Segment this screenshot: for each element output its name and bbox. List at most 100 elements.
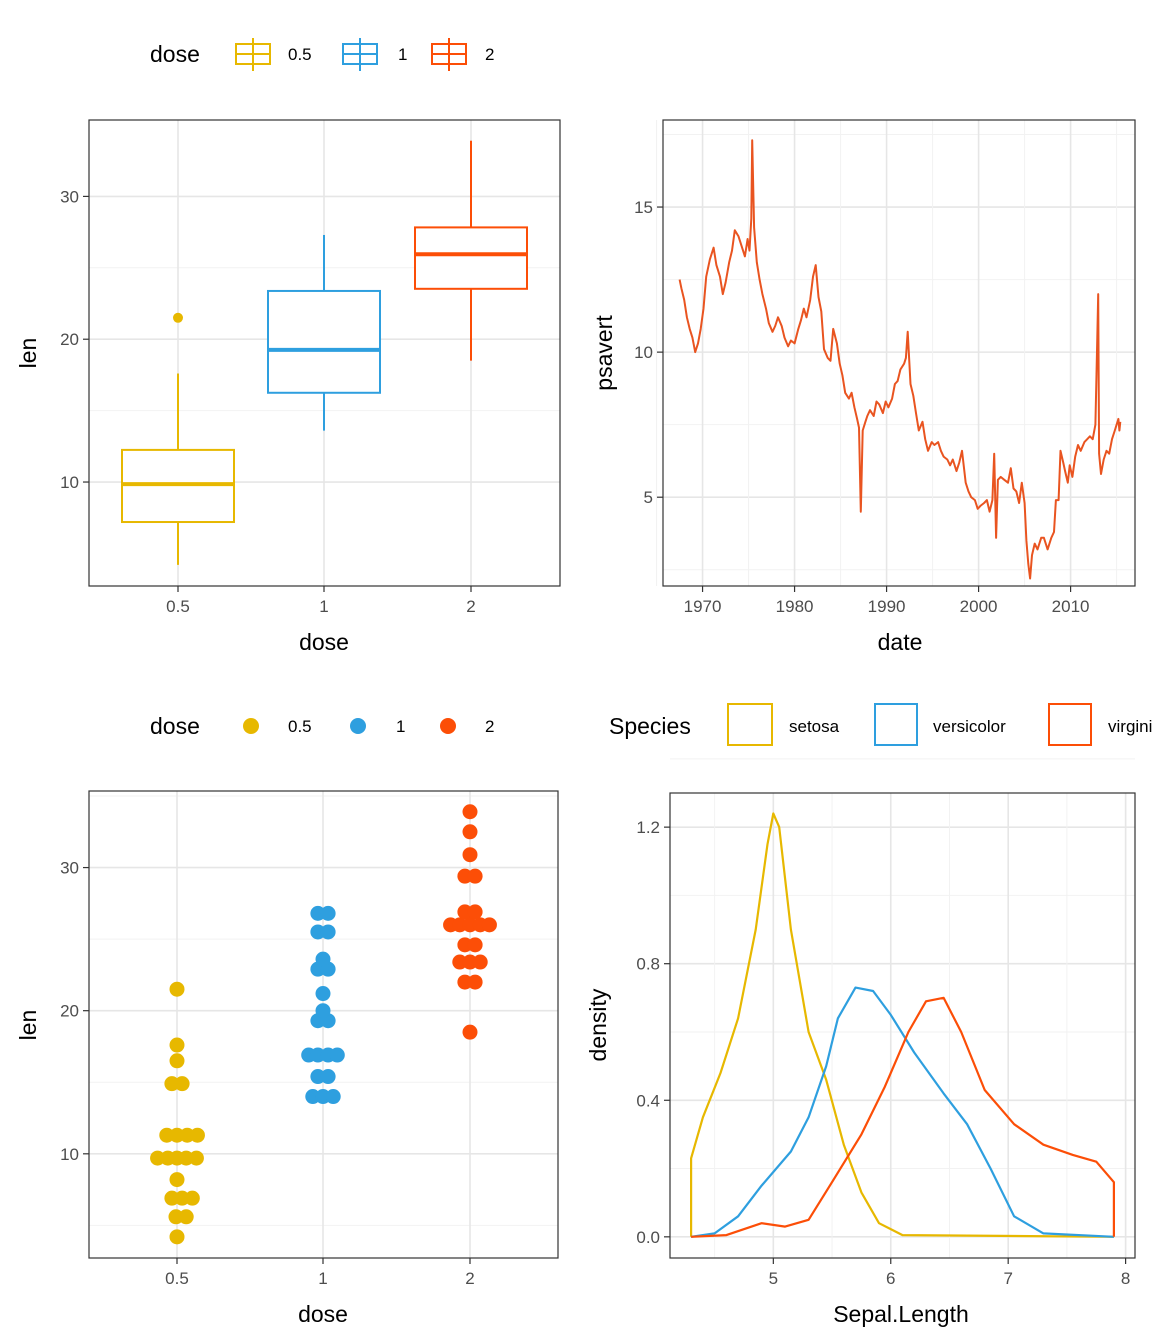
density-x-ticks: 5 6 7 8 bbox=[769, 1258, 1130, 1288]
dotplot-x-tick-label: 2 bbox=[465, 1269, 474, 1288]
density-y-axis-title: density bbox=[585, 988, 611, 1061]
dot-point bbox=[329, 1047, 345, 1063]
timeseries-panel-border bbox=[662, 119, 1136, 587]
dotplot-y-axis-title: len bbox=[15, 1010, 41, 1041]
density-y-tick-label: 0.8 bbox=[636, 955, 660, 974]
boxplot-x-axis-title: dose bbox=[299, 629, 349, 655]
box-body bbox=[267, 289, 381, 394]
dot-point bbox=[320, 1069, 336, 1085]
dot-point bbox=[315, 986, 331, 1002]
boxplot-x-tick-label: 2 bbox=[466, 597, 475, 616]
dotplot-x-ticks: 0.5 1 2 bbox=[165, 1258, 475, 1288]
dotplot-x-tick-label: 1 bbox=[318, 1269, 327, 1288]
boxplot-y-axis-title: len bbox=[15, 338, 41, 369]
dotplot-legend-key-2 bbox=[440, 718, 456, 734]
density-legend-key-setosa bbox=[727, 703, 773, 746]
dot-group-dose-1 bbox=[301, 905, 345, 1105]
dotplot-y-ticks: 10 20 30 bbox=[60, 859, 89, 1164]
dot-point bbox=[169, 1053, 185, 1069]
dot-group-dose-2 bbox=[443, 804, 497, 1040]
dot-point bbox=[189, 1127, 205, 1143]
box-dose-1 bbox=[267, 234, 381, 431]
dotplot-x-axis-title: dose bbox=[298, 1301, 348, 1327]
boxplot-legend-title: dose bbox=[150, 41, 200, 67]
timeseries-y-axis-title: psavert bbox=[591, 315, 617, 391]
density-curve-versicolor bbox=[690, 986, 1114, 1238]
density-legend: Species setosa versicolor virginica bbox=[609, 703, 1152, 746]
boxplot-legend-key-2 bbox=[431, 38, 467, 71]
dot-point bbox=[472, 954, 488, 970]
dot-point bbox=[169, 981, 185, 997]
density-x-tick-label: 8 bbox=[1121, 1269, 1130, 1288]
boxplot-legend-label-2: 2 bbox=[485, 45, 494, 64]
density-legend-label-virginica: virginica bbox=[1108, 717, 1152, 736]
dot-point bbox=[174, 1076, 190, 1092]
density-y-tick-label: 1.2 bbox=[636, 818, 660, 837]
density-y-ticks: 0.0 0.4 0.8 1.2 bbox=[636, 818, 670, 1247]
boxplot-legend: dose 0.5 1 2 bbox=[150, 38, 494, 71]
boxplot-x-tick-label: 1 bbox=[319, 597, 328, 616]
panel-timeseries: 5 10 15 1970 1980 1990 2000 2010 date psavert bbox=[591, 119, 1136, 655]
density-legend-label-versicolor: versicolor bbox=[933, 717, 1006, 736]
timeseries-x-tick-label: 2010 bbox=[1052, 597, 1090, 616]
dotplot-marks bbox=[150, 804, 497, 1245]
boxplot-y-tick-label: 30 bbox=[60, 187, 79, 206]
dot-point bbox=[467, 868, 483, 884]
box-dose-0.5 bbox=[121, 312, 235, 565]
boxplot-x-ticks: 0.5 1 2 bbox=[166, 586, 476, 616]
density-x-tick-label: 7 bbox=[1003, 1269, 1012, 1288]
dot-point bbox=[315, 951, 331, 967]
dot-point bbox=[462, 1024, 478, 1040]
dot-point bbox=[462, 824, 478, 840]
dotplot-legend-label-2: 2 bbox=[485, 717, 494, 736]
boxplot-legend-label-0.5: 0.5 bbox=[288, 45, 312, 64]
dot-group-dose-0.5 bbox=[150, 981, 205, 1245]
density-legend-key-versicolor bbox=[874, 703, 918, 746]
boxplot-legend-label-1: 1 bbox=[398, 45, 407, 64]
timeseries-gridlines bbox=[656, 120, 1135, 586]
dot-point bbox=[467, 937, 483, 953]
timeseries-x-tick-label: 2000 bbox=[960, 597, 998, 616]
density-x-tick-label: 6 bbox=[886, 1269, 895, 1288]
dot-point bbox=[169, 1229, 185, 1245]
dot-point bbox=[169, 1037, 185, 1053]
panel-dotplot: dose 0.5 1 2 10 20 30 0.5 1 2 dose len bbox=[15, 713, 559, 1327]
density-curve-virginica bbox=[691, 996, 1116, 1238]
density-y-tick-label: 0.0 bbox=[636, 1228, 660, 1247]
dotplot-legend-label-1: 1 bbox=[396, 717, 405, 736]
density-legend-label-setosa: setosa bbox=[789, 717, 840, 736]
dot-point bbox=[462, 847, 478, 863]
dot-point bbox=[315, 1003, 331, 1019]
psavert-line bbox=[678, 139, 1122, 580]
boxplot-y-tick-label: 20 bbox=[60, 330, 79, 349]
timeseries-x-tick-label: 1970 bbox=[684, 597, 722, 616]
timeseries-x-tick-label: 1990 bbox=[868, 597, 906, 616]
timeseries-y-tick-label: 15 bbox=[634, 198, 653, 217]
dotplot-legend-key-0.5 bbox=[243, 718, 259, 734]
dotplot-y-tick-label: 30 bbox=[60, 859, 79, 878]
dot-point bbox=[467, 904, 483, 920]
box-body bbox=[414, 226, 528, 290]
density-panel-border bbox=[669, 792, 1136, 1259]
dotplot-y-tick-label: 10 bbox=[60, 1145, 79, 1164]
timeseries-x-tick-label: 1980 bbox=[776, 597, 814, 616]
dot-point bbox=[320, 905, 336, 921]
dot-point bbox=[320, 924, 336, 940]
dot-point bbox=[184, 1190, 200, 1206]
box-dose-2 bbox=[414, 140, 528, 361]
timeseries-marks bbox=[678, 139, 1122, 580]
timeseries-x-ticks: 1970 1980 1990 2000 2010 bbox=[684, 586, 1090, 616]
boxplot-legend-key-1 bbox=[342, 38, 378, 71]
boxplot-marks bbox=[121, 140, 528, 565]
dotplot-legend-key-1 bbox=[350, 718, 366, 734]
dotplot-legend-title: dose bbox=[150, 713, 200, 739]
dot-point bbox=[169, 1172, 185, 1188]
dot-point bbox=[178, 1209, 194, 1225]
density-gridlines bbox=[670, 758, 1135, 1258]
dot-point bbox=[481, 917, 497, 933]
density-x-tick-label: 5 bbox=[769, 1269, 778, 1288]
dot-point bbox=[188, 1150, 204, 1166]
dotplot-legend: dose 0.5 1 2 bbox=[150, 713, 494, 739]
panel-density: Species setosa versicolor virginica 0.0 0… bbox=[585, 703, 1152, 1327]
